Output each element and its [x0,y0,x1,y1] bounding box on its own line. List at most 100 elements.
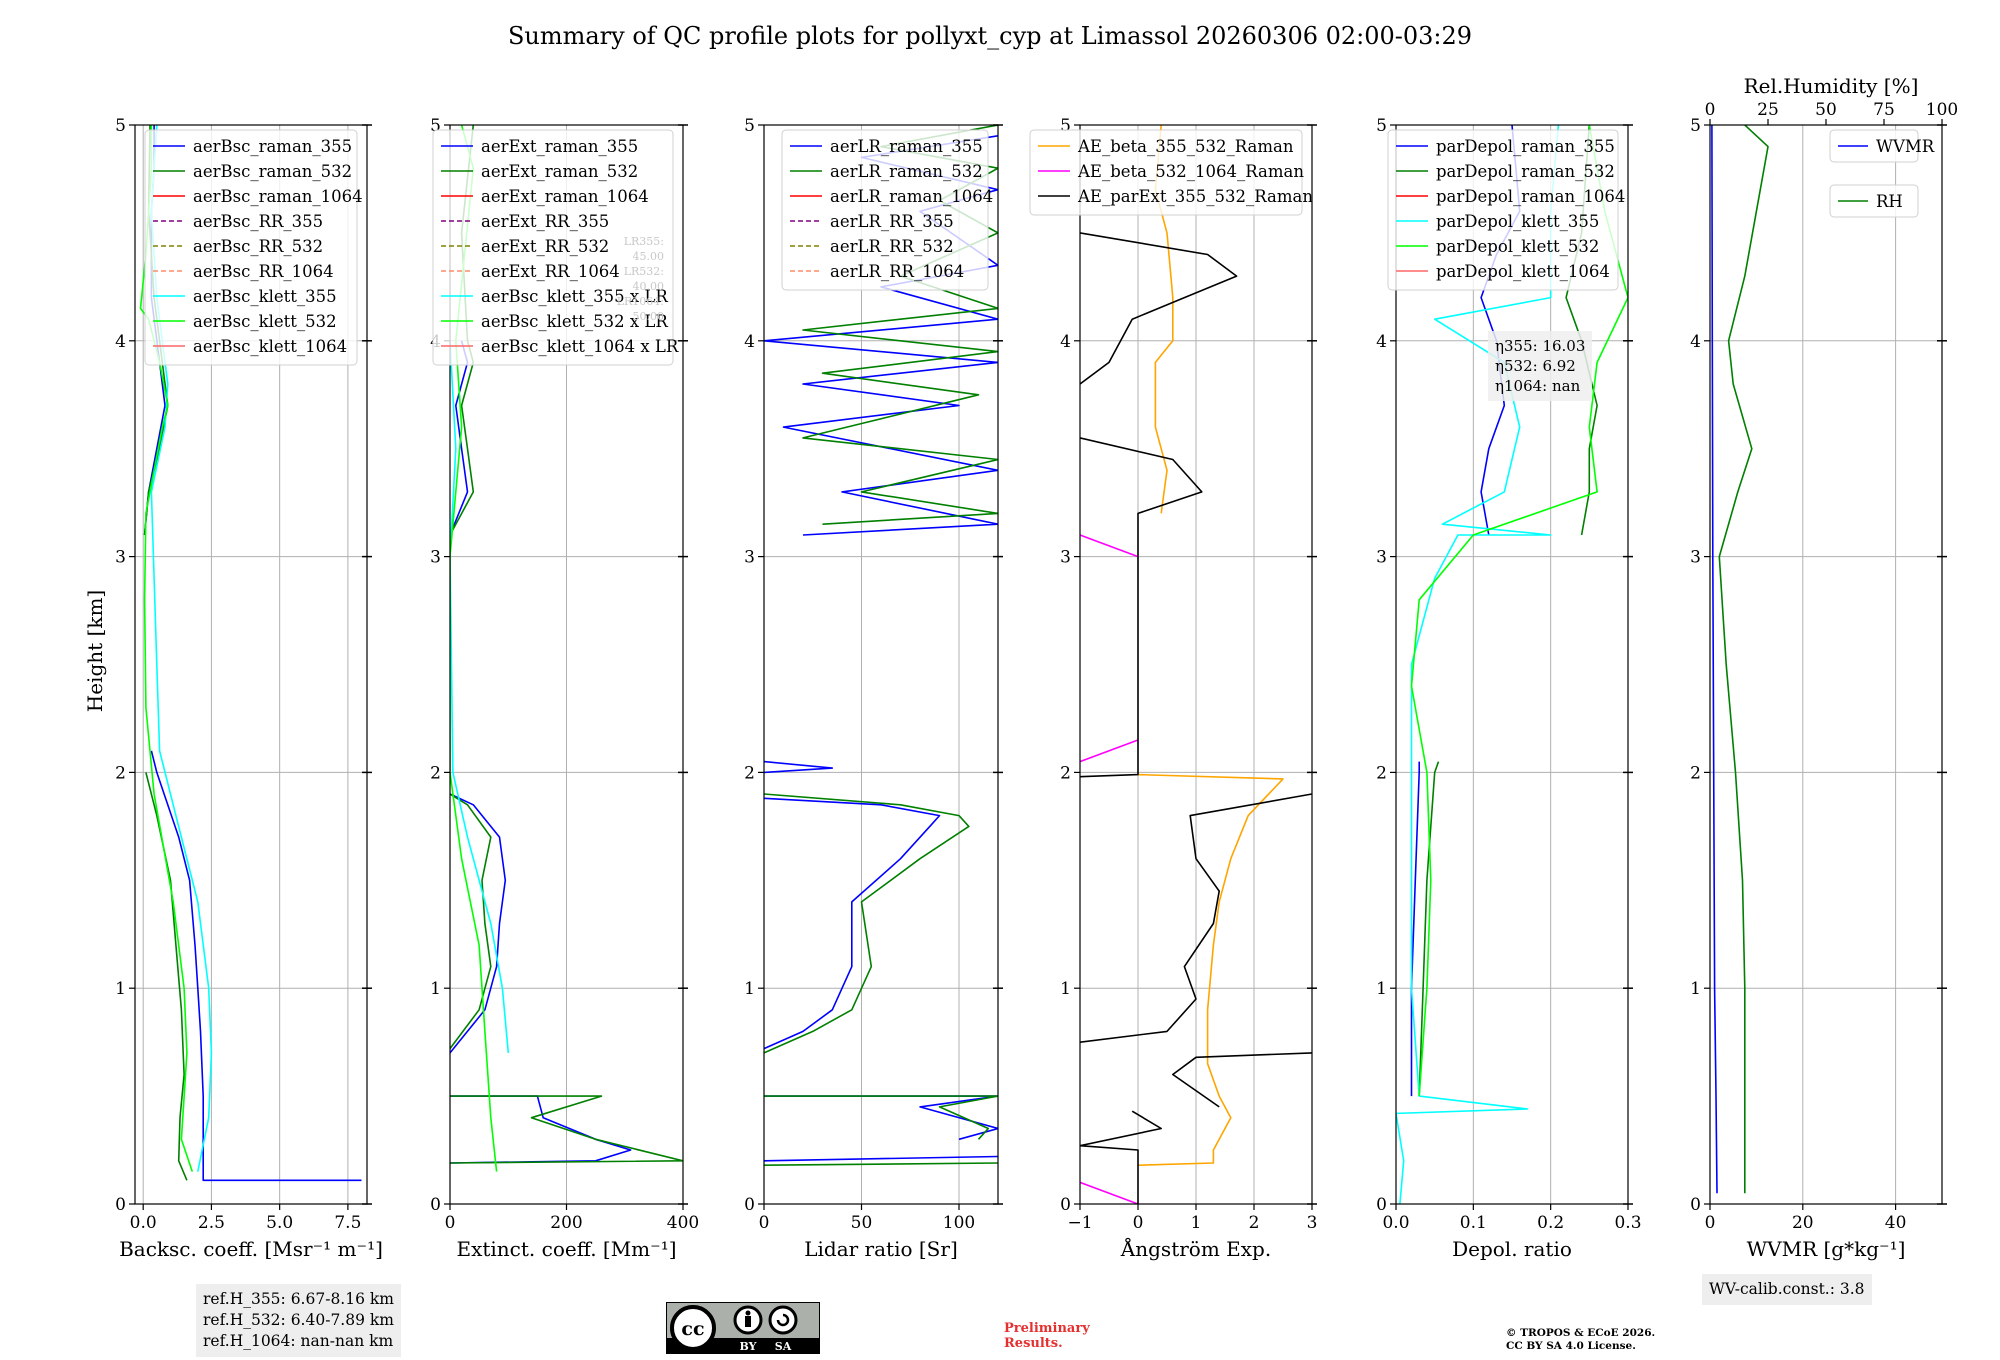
x-tick-label: 0.2 [1537,1213,1564,1233]
series-AE_beta_532_1064_Raman_mid [1080,739,1139,763]
y-tick-label: 1 [744,979,755,999]
panel-extinction: 0123450200400Extinct. coeff. [Mm⁻¹]aerEx… [430,116,699,1261]
x-axis-label: Extinct. coeff. [Mm⁻¹] [456,1237,676,1261]
reference-height-box: ref.H_355: 6.67-8.16 km ref.H_532: 6.40-… [196,1284,401,1357]
legend-label: aerExt_RR_1064 [481,262,620,281]
series-AE_parExt_355_532_Raman_b [1172,1052,1312,1108]
series-AE_beta_532_1064_Raman_up [1080,534,1139,558]
x-axis-label: Depol. ratio [1452,1237,1572,1261]
x-tick-label: 5.0 [266,1213,293,1233]
lidar-ratio-note: LR355: 45.00 LR532: 40.00 LR1064: 50.00 [600,234,664,324]
series-group [1080,125,1312,1204]
x-tick-label: 20 [1792,1213,1814,1233]
series-aerExt_raman_355 [450,793,507,1054]
x-tick-label: 0.0 [130,1213,157,1233]
legend-label: aerBsc_raman_532 [193,162,352,181]
legend-label: aerBsc_klett_355 x LR [481,287,668,306]
legend-label: WVMR [1876,137,1935,156]
x-tick-label: 0 [445,1213,456,1233]
sa-icon [768,1305,798,1335]
series-parDepol_raman_532 [1418,761,1440,1097]
series-parDepol_raman_355 [1410,761,1420,1097]
top-tick-label: 0 [1705,100,1716,120]
ref-h-532: ref.H_532: 6.40-7.89 km [203,1311,394,1329]
y-tick-label: 1 [430,979,441,999]
y-tick-label: 0 [744,1195,755,1215]
copyright-notice: © TROPOS & ECoE 2026. CC BY SA 4.0 Licen… [1506,1327,1655,1353]
eta-1064: η1064: nan [1495,377,1581,395]
x-axis-label: Backsc. coeff. [Msr⁻¹ m⁻¹] [119,1237,383,1261]
copyright-line-1: © TROPOS & ECoE 2026. [1506,1327,1656,1339]
series-RH [1718,125,1769,1194]
x-tick-label: 50 [851,1213,873,1233]
y-tick-label: 5 [1060,116,1071,136]
series-aerLR_raman_532_b [764,1095,998,1140]
y-tick-label: 2 [1690,763,1701,783]
y-tick-label: 5 [430,116,441,136]
legend-label: aerBsc_klett_532 [193,312,337,331]
x-tick-label: 100 [943,1213,975,1233]
x-axis-label: Ångström Exp. [1120,1236,1271,1261]
y-tick-label: 3 [430,548,441,568]
y-tick-label: 2 [1060,763,1071,783]
series-AE_parExt_355_532_Raman [1080,1110,1162,1204]
series-aerExt_raman_355_low [450,1095,632,1164]
y-tick-label: 3 [1690,548,1701,568]
series-aerBsc_klett_532 [139,125,194,1172]
series-parDepol_klett_355 [1396,125,1560,1204]
legend-box [1829,184,1919,218]
panel-depolarization: 0 1 2 3 4 5 0.0 0.1 0.2 0.3 Depol. ratio parDepol_r… [1376,116,1641,1261]
eta-355: η355: 16.03 [1495,337,1586,355]
copyright-line-2: CC BY SA 4.0 License. [1506,1340,1636,1352]
legend-label: aerLR_RR_532 [830,237,954,256]
preliminary-line-2: Results. [1004,1336,1063,1351]
top-tick-label: 75 [1873,100,1895,120]
y-tick-label: 4 [115,332,126,352]
legend-label: AE_parExt_355_532_Raman [1077,187,1313,206]
sa-label: SA [775,1340,792,1353]
x-tick-label: 0 [1705,1213,1716,1233]
y-tick-label: 3 [1060,548,1071,568]
legend-box [1387,129,1619,291]
legend-label: parDepol_raman_532 [1436,162,1615,181]
legend-label: aerBsc_raman_1064 [193,187,363,206]
series-group [1396,125,1628,1204]
sa-icon-arrow [776,1313,790,1327]
y-tick-label: 4 [1376,332,1387,352]
x-tick-label: 400 [667,1213,699,1233]
x-tick-label: 3 [1307,1213,1318,1233]
x-tick-label: 40 [1885,1213,1907,1233]
x-tick-label: −1 [1067,1213,1092,1233]
cc-icon [670,1305,716,1351]
wv-calib-box: WV-calib.const.: 3.8 [1702,1274,1872,1305]
legend-label: aerBsc_klett_1064 x LR [481,337,679,356]
legend-label: aerBsc_klett_355 [193,287,337,306]
legend-box [1829,129,1919,163]
legend-box [1029,129,1303,216]
y-tick-label: 5 [1376,116,1387,136]
series-group [139,125,362,1182]
plot-frame [763,124,999,1205]
legend-label: AE_beta_532_1064_Raman [1077,162,1304,181]
panel-backscatter: 0 1 2 3 4 5 0.0 2.5 5.0 7.5 Backsc. coeff. [Msr⁻¹ … [115,116,383,1261]
by-icon-head [745,1310,751,1316]
cc-text: cc [681,1318,704,1340]
x-tick-label: 0.3 [1614,1213,1641,1233]
legend-label: aerExt_RR_532 [481,237,609,256]
series-AE_parExt_355_532_Raman_c [1080,793,1312,1043]
y-tick-label: 5 [744,116,755,136]
y-tick-label: 2 [430,763,441,783]
cc-license-badge[interactable]: cc BY SA [666,1302,820,1354]
ref-h-1064: ref.H_1064: nan-nan km [203,1332,394,1350]
legend-box [432,129,674,366]
top-tick-label: 25 [1757,100,1779,120]
y-tick-label: 0 [1060,1195,1071,1215]
series-AE_parExt_355_532_Raman_d [1080,556,1139,778]
legend-label: AE_beta_355_532_Raman [1077,137,1294,156]
legend-label: aerLR_raman_532 [830,162,983,181]
series-aerLR_raman_532 [764,793,970,1054]
y-tick-label: 1 [115,979,126,999]
